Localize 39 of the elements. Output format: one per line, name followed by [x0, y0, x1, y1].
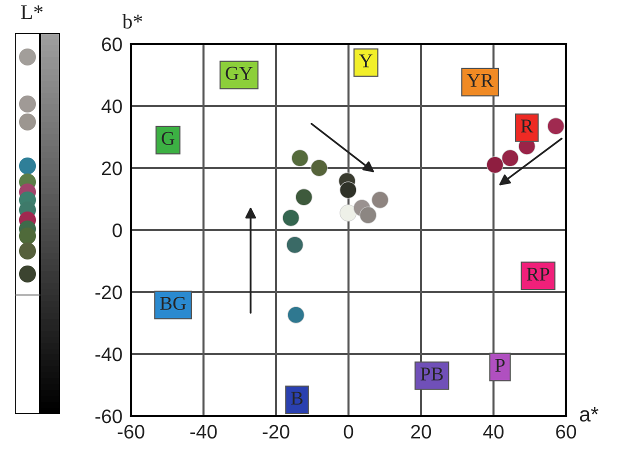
annotation: Y	[359, 54, 372, 68]
point	[340, 182, 357, 199]
point	[291, 150, 308, 167]
y-tick-label: -60	[95, 409, 122, 424]
y-tick-label: -40	[95, 347, 122, 362]
x-tick-label: -20	[262, 424, 290, 439]
x-tick-label: 60	[556, 424, 576, 439]
point	[310, 160, 328, 176]
x-tick-label: 20	[411, 424, 432, 439]
x-tick-label: -40	[190, 424, 217, 439]
annotation: PB	[420, 368, 443, 380]
point	[360, 206, 377, 224]
annotation: RP	[526, 268, 550, 281]
x-tick-label: 0	[344, 424, 354, 439]
x-tick-label: -60	[118, 424, 144, 439]
annotation: YR	[466, 74, 494, 87]
point	[295, 188, 312, 206]
point	[287, 306, 304, 324]
x-tick-label: 40	[483, 424, 504, 439]
text: L*	[21, 5, 43, 20]
y-tick-label: 0	[112, 223, 122, 238]
point	[547, 118, 564, 135]
x-axis-title: a*	[580, 407, 598, 422]
point	[372, 191, 389, 208]
y-tick-label: 20	[102, 161, 122, 176]
annotation: BG	[160, 296, 186, 310]
annotation: GY	[226, 66, 253, 80]
y-tick-label: 40	[101, 99, 122, 114]
y-tick-label: -20	[95, 285, 122, 300]
annotation: G	[162, 132, 174, 145]
annotation: R	[520, 120, 534, 132]
annotation: B	[291, 392, 303, 405]
point	[486, 156, 504, 174]
y-tick-label: 60	[102, 37, 122, 52]
y-axis-title: b*	[122, 14, 142, 29]
point	[282, 209, 300, 226]
point	[286, 236, 304, 254]
point	[502, 150, 519, 167]
annotation: P	[495, 358, 505, 372]
